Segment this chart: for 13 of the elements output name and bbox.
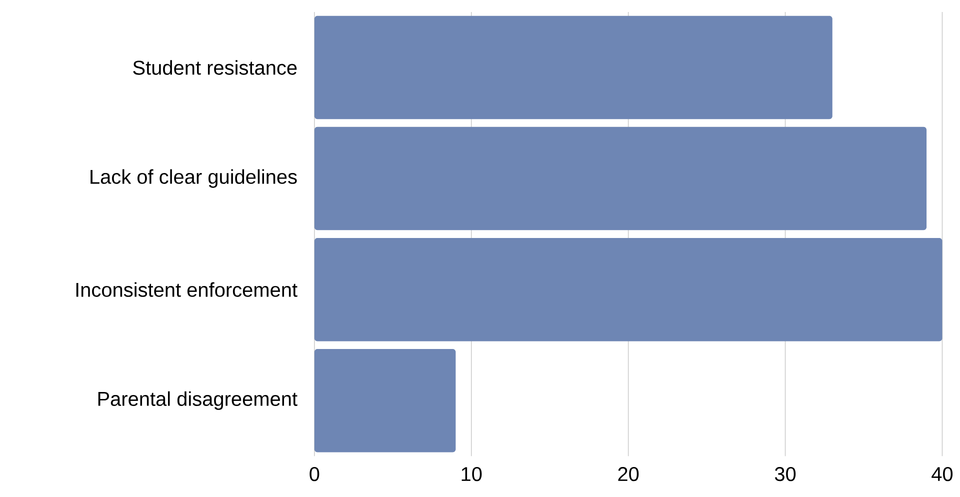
y-tick-label: Parental disagreement [98, 391, 298, 410]
bar [314, 348, 456, 452]
y-tick-label: Lack of clear guidelines [90, 169, 297, 188]
x-tick-label: 40 [932, 466, 953, 482]
y-tick-label: Inconsistent enforcement [76, 282, 298, 297]
y-tick-label: Student resistance [133, 60, 297, 75]
x-tick-label: 10 [462, 466, 482, 482]
bar [314, 16, 832, 120]
bar [314, 126, 927, 230]
x-tick-label: 30 [774, 466, 796, 482]
bar [314, 238, 942, 342]
x-tick-label: 0 [310, 466, 320, 482]
x-tick-label: 20 [618, 466, 639, 482]
